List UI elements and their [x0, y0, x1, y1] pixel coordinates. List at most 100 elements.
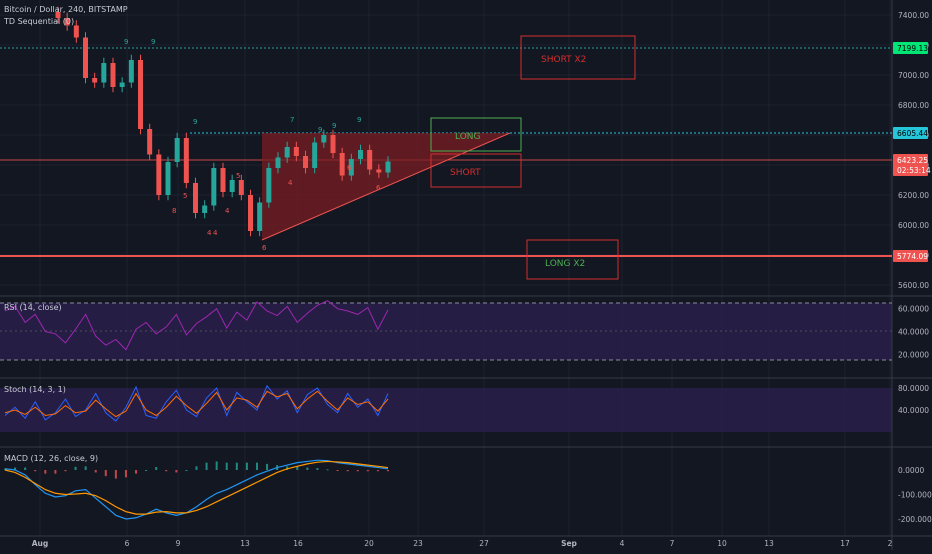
stoch-tick-label: 80.0000: [898, 384, 929, 393]
long-box[interactable]: [430, 117, 522, 152]
candle-body: [55, 12, 61, 18]
macd-histogram-bar: [235, 462, 238, 470]
time-tick-label: Sep: [561, 539, 577, 548]
macd-tick-label: 0.0000: [898, 466, 924, 475]
macd-histogram-bar: [316, 468, 319, 470]
candle-body: [275, 157, 281, 168]
rsi-series: [4, 300, 389, 351]
td-count-label: 9: [151, 38, 155, 46]
macd-histogram-bar: [114, 470, 117, 479]
price-tick-label: 6800.00: [898, 101, 929, 110]
candle-body: [138, 60, 143, 129]
candle-body: [174, 138, 180, 162]
stoch-d-line: [4, 390, 389, 418]
macd-histogram-bar: [366, 470, 369, 472]
macd-tick-label: -100.0000: [898, 491, 932, 500]
td-count-label: 4: [213, 229, 218, 237]
td-count-label: 8: [172, 207, 176, 215]
time-tick-label: 20: [364, 539, 374, 548]
td-count-label: 5: [183, 192, 187, 200]
time-tick-label: 27: [479, 539, 489, 548]
long-x2-box[interactable]: [526, 239, 619, 280]
macd-histogram-bar: [94, 470, 97, 473]
td-count-label: 5: [236, 172, 240, 180]
macd-histogram-bar: [205, 462, 208, 470]
rsi-line: [4, 300, 389, 351]
time-tick-label: 6: [125, 539, 130, 548]
short-x2-box[interactable]: [520, 35, 636, 80]
candle-body: [376, 169, 382, 173]
td-count-label: 4: [207, 229, 212, 237]
stoch-tick-label: 40.0000: [898, 406, 929, 415]
study-title[interactable]: TD Sequential (0): [4, 17, 75, 26]
macd-histogram-bar: [356, 470, 359, 472]
candle-body: [293, 147, 299, 156]
macd-histogram-bar: [84, 466, 87, 470]
macd-histogram-bar: [14, 467, 17, 470]
short-box[interactable]: [430, 153, 522, 188]
long-x2-label: LONG X2: [545, 259, 585, 269]
candle-body: [64, 18, 70, 26]
macd-histogram-bar: [185, 470, 188, 471]
macd-histogram-bar: [64, 470, 67, 472]
candle-body: [211, 168, 217, 206]
time-tick-label: 16: [293, 539, 303, 548]
time-tick-label: 23: [413, 539, 423, 548]
svg-text:02:53:14: 02:53:14: [897, 166, 931, 175]
time-tick-label: 10: [717, 539, 727, 548]
time-tick-label: 13: [240, 539, 250, 548]
badge-long2: 5774.09: [893, 250, 928, 262]
macd-histogram-bar: [24, 467, 27, 470]
macd-histogram-bar: [4, 468, 6, 470]
candle-body: [348, 159, 354, 176]
macd-histogram-bar: [245, 462, 248, 470]
time-axis[interactable]: Aug 6 9 13 16 20 23 27 Sep 4 7 10 13 17 2: [32, 539, 893, 548]
macd-histogram-bar: [306, 467, 309, 470]
macd-signal-line: [4, 460, 389, 515]
macd-histogram-bar: [74, 466, 77, 470]
sub-axes: 60.0000 40.0000 20.0000 80.0000 40.0000 0.000…: [898, 305, 932, 524]
time-tick-label: 4: [620, 539, 625, 548]
candle-body: [147, 129, 153, 155]
candle-body: [284, 147, 290, 158]
candle-body: [266, 168, 272, 203]
macd-histogram-bar: [54, 470, 57, 474]
rsi-title[interactable]: RSI (14, close): [4, 303, 62, 312]
svg-text:7199.13: 7199.13: [897, 44, 928, 53]
td-count-label: 6: [262, 244, 267, 252]
td-count-label: 9: [318, 126, 322, 134]
svg-text:6423.25: 6423.25: [897, 156, 928, 165]
macd-histogram-bar: [266, 463, 269, 470]
td-count-label: 4: [225, 207, 230, 215]
candle-body: [156, 154, 162, 195]
macd-histogram-bar: [376, 470, 379, 472]
macd-series: [4, 459, 389, 520]
td-count-label: 4: [288, 179, 293, 187]
price-tick-label: 7400.00: [898, 11, 929, 20]
td-count-label: 6: [347, 164, 352, 172]
stoch-band: [0, 388, 892, 432]
macd-title[interactable]: MACD (12, 26, close, 9): [4, 454, 99, 463]
stoch-title[interactable]: Stoch (14, 3, 1): [4, 385, 66, 394]
candle-body: [83, 37, 88, 78]
time-tick-label: Aug: [32, 539, 49, 548]
td-count-label: 9: [332, 122, 336, 130]
symbol-title[interactable]: Bitcoin / Dollar, 240, BITSTAMP: [4, 5, 128, 14]
macd-histogram-bar: [296, 466, 299, 470]
td-count-label: 9: [124, 38, 128, 46]
candle-body: [101, 63, 107, 83]
macd-histogram-bar: [225, 462, 228, 470]
macd-histogram-bar: [326, 469, 329, 471]
candle-body: [330, 135, 336, 153]
macd-histogram-bar: [175, 470, 178, 473]
short-label: SHORT: [450, 168, 481, 178]
candle-body: [73, 25, 79, 38]
candle-body: [92, 78, 98, 83]
candle-body: [312, 142, 318, 168]
time-tick-label: 13: [764, 539, 774, 548]
time-tick-label: 9: [176, 539, 181, 548]
